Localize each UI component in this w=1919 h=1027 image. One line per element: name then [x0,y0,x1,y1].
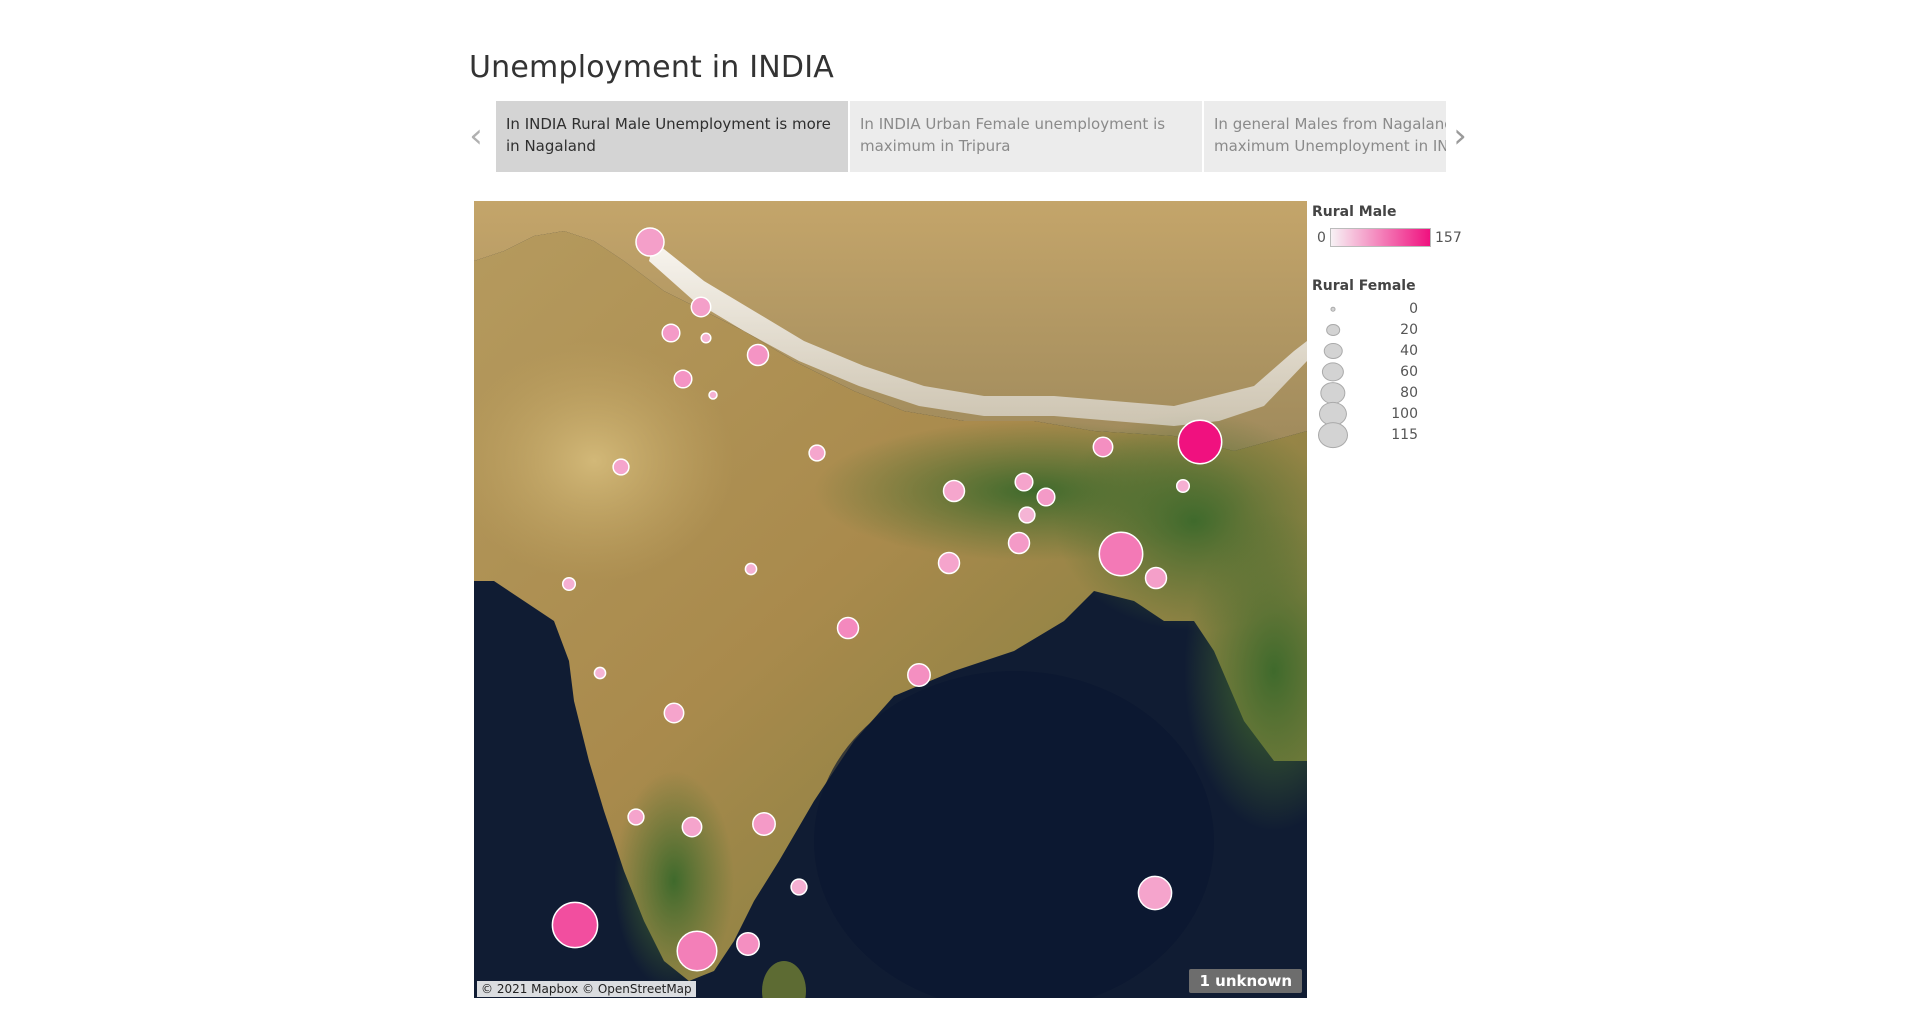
story-point-3[interactable]: In general Males from Nagaland face maxi… [1204,101,1446,172]
color-legend-bar [1330,228,1431,247]
story-point-2[interactable]: In INDIA Urban Female unemployment is ma… [850,101,1202,172]
state-marker[interactable] [752,812,776,836]
bay-of-bengal [814,671,1214,998]
state-marker[interactable] [673,369,693,389]
story-navigator: In INDIA Rural Male Unemployment is more… [496,101,1446,172]
chevron-right-icon[interactable]: › [1453,116,1467,156]
size-legend-title: Rural Female [1312,278,1416,294]
state-marker[interactable] [1092,436,1114,458]
size-legend-label: 20 [1400,322,1418,338]
state-marker[interactable] [1018,506,1036,524]
map-attribution[interactable]: © 2021 Mapbox © OpenStreetMap [477,981,696,997]
state-marker[interactable] [1177,419,1223,465]
himalaya-snow [649,241,1307,426]
state-marker[interactable] [612,458,630,476]
state-marker[interactable] [836,616,860,640]
size-legend-circle [1323,342,1343,360]
size-legend-circle [1330,306,1336,312]
size-legend-circle [1320,382,1346,404]
size-legend-label: 0 [1409,301,1418,317]
thar-desert [474,341,734,581]
color-legend-max: 157 [1435,230,1462,246]
state-marker[interactable] [746,343,770,367]
myanmar-forest [1184,511,1307,831]
size-legend-label: 100 [1391,406,1418,422]
state-marker[interactable] [907,663,931,687]
state-marker[interactable] [1007,531,1031,555]
state-marker[interactable] [1036,487,1056,507]
state-marker[interactable] [627,808,645,826]
state-marker[interactable] [700,332,712,344]
size-legend-row: 0 [1312,299,1492,320]
state-marker[interactable] [736,932,760,956]
size-legend-row: 80 [1312,382,1492,404]
map-canvas[interactable] [474,201,1307,998]
size-legend: Rural Female 0 20 40 60 80 100 115 [1312,278,1492,448]
state-marker[interactable] [1137,875,1173,911]
state-marker[interactable] [1014,472,1034,492]
state-marker[interactable] [635,227,665,257]
size-legend-label: 40 [1400,343,1418,359]
color-legend-title: Rural Male [1312,204,1397,220]
state-marker[interactable] [942,479,966,503]
state-marker[interactable] [1098,531,1144,577]
size-legend-label: 80 [1400,385,1418,401]
state-marker[interactable] [661,323,681,343]
state-marker[interactable] [937,551,961,575]
color-legend: 0 157 [1312,228,1492,250]
tibet-plateau [474,201,1307,451]
chevron-left-icon[interactable]: ‹ [469,116,483,156]
dashboard-title: Unemployment in INDIA [469,50,834,85]
size-legend-circle [1318,422,1348,448]
size-legend-row: 20 [1312,320,1492,341]
size-legend-row: 40 [1312,341,1492,362]
state-marker[interactable] [790,878,808,896]
state-marker[interactable] [561,576,577,592]
size-legend-label: 60 [1400,364,1418,380]
sri-lanka [762,961,806,998]
size-legend-row: 60 [1312,362,1492,383]
size-legend-circle [1326,324,1340,336]
state-marker[interactable] [681,816,703,838]
legend-panel: Rural Male 0 157 Rural Female 0 20 40 60 80 1… [1312,204,1492,448]
state-marker[interactable] [593,666,607,680]
state-marker[interactable] [808,444,826,462]
color-legend-min: 0 [1317,230,1326,246]
state-marker[interactable] [551,901,599,949]
state-marker[interactable] [690,296,712,318]
size-legend-label: 115 [1391,427,1418,443]
state-marker[interactable] [744,562,758,576]
state-marker[interactable] [1144,566,1168,590]
state-marker[interactable] [708,390,718,400]
size-legend-row: 115 [1312,422,1492,448]
story-point-1[interactable]: In INDIA Rural Male Unemployment is more… [496,101,848,172]
india-map[interactable]: © 2021 Mapbox © OpenStreetMap 1 unknown [474,201,1307,998]
unknown-badge[interactable]: 1 unknown [1189,969,1302,993]
size-legend-row: 100 [1312,401,1492,427]
size-legend-circle [1318,401,1348,427]
size-legend-circle [1321,362,1345,382]
state-marker[interactable] [1175,478,1191,494]
state-marker[interactable] [663,702,685,724]
marker-layer [551,227,1223,972]
state-marker[interactable] [676,930,718,972]
